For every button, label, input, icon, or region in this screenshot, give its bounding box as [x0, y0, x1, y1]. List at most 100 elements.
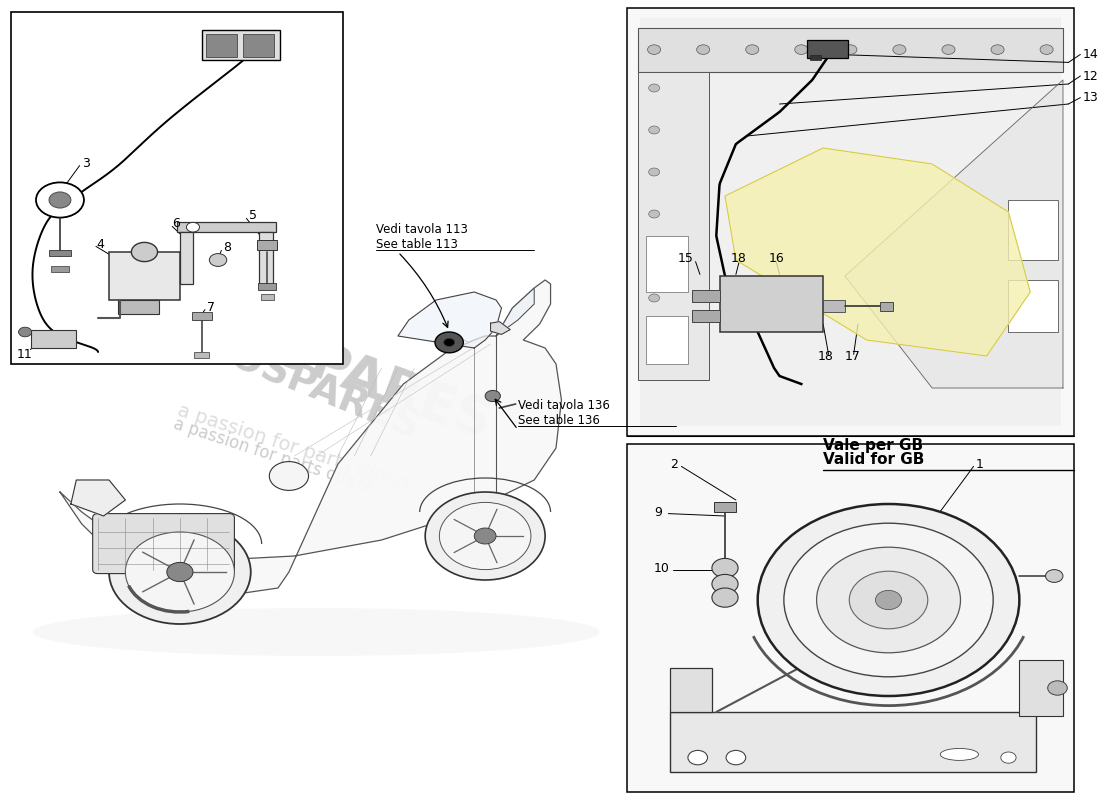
Circle shape: [712, 558, 738, 578]
Bar: [109, 252, 180, 300]
Circle shape: [50, 192, 70, 208]
Polygon shape: [60, 280, 561, 594]
Bar: [692, 290, 719, 302]
Circle shape: [649, 252, 660, 260]
Bar: [31, 330, 76, 348]
Text: Valid for GB: Valid for GB: [823, 453, 924, 467]
Bar: [1009, 280, 1057, 332]
Bar: [647, 316, 688, 364]
Bar: [206, 34, 236, 57]
Circle shape: [439, 502, 531, 570]
Circle shape: [36, 182, 84, 218]
Text: 7: 7: [207, 302, 216, 314]
Polygon shape: [398, 292, 502, 348]
Text: 8: 8: [223, 242, 231, 254]
Wedge shape: [125, 532, 234, 612]
Circle shape: [209, 254, 227, 266]
Bar: [719, 276, 823, 332]
Text: 11: 11: [16, 348, 32, 361]
Circle shape: [426, 492, 546, 580]
Bar: [191, 312, 211, 320]
Circle shape: [712, 588, 738, 607]
Circle shape: [109, 520, 251, 624]
Text: 9: 9: [654, 506, 662, 518]
Bar: [201, 30, 280, 60]
Bar: [638, 72, 708, 380]
Polygon shape: [496, 288, 535, 336]
Bar: [243, 34, 274, 57]
Circle shape: [893, 45, 906, 54]
Text: Vedi tavola 113: Vedi tavola 113: [376, 223, 468, 236]
Circle shape: [1045, 570, 1063, 582]
Text: 15: 15: [678, 252, 694, 265]
Circle shape: [712, 574, 738, 594]
Bar: [714, 502, 736, 512]
Bar: [880, 302, 893, 311]
Text: 2: 2: [671, 458, 679, 470]
Text: 6: 6: [173, 218, 180, 230]
Circle shape: [991, 45, 1004, 54]
Text: 16: 16: [769, 252, 784, 265]
Bar: [671, 668, 712, 712]
Circle shape: [443, 338, 454, 346]
Circle shape: [726, 750, 746, 765]
Text: 18: 18: [730, 252, 746, 265]
Circle shape: [1041, 45, 1053, 54]
Bar: [180, 232, 192, 284]
Circle shape: [696, 45, 710, 54]
Circle shape: [784, 523, 993, 677]
Circle shape: [649, 294, 660, 302]
Text: Vedi tavola 136: Vedi tavola 136: [518, 399, 609, 412]
Circle shape: [19, 327, 32, 337]
Circle shape: [795, 45, 807, 54]
Circle shape: [849, 571, 927, 629]
Text: 13: 13: [1082, 91, 1098, 104]
Text: 3: 3: [81, 158, 89, 170]
Bar: [627, 8, 1074, 436]
Wedge shape: [439, 502, 531, 570]
Text: 5: 5: [249, 210, 256, 222]
Bar: [1020, 660, 1063, 716]
Text: See table 113: See table 113: [376, 238, 458, 250]
Circle shape: [876, 590, 902, 610]
Bar: [261, 294, 274, 300]
Bar: [50, 250, 70, 256]
Text: EUROSPARES: EUROSPARES: [112, 269, 498, 451]
Ellipse shape: [940, 749, 979, 760]
Circle shape: [688, 750, 707, 765]
Circle shape: [1047, 681, 1067, 695]
Bar: [1009, 200, 1057, 260]
Circle shape: [746, 45, 759, 54]
Circle shape: [125, 532, 234, 612]
Bar: [647, 236, 688, 292]
Circle shape: [844, 45, 857, 54]
Bar: [638, 28, 1063, 72]
Bar: [258, 283, 276, 290]
Bar: [810, 55, 821, 60]
Polygon shape: [845, 80, 1063, 388]
Text: See table 136: See table 136: [518, 414, 600, 426]
Polygon shape: [491, 322, 510, 334]
Circle shape: [434, 332, 463, 353]
Text: 12: 12: [1082, 70, 1098, 82]
Text: 4: 4: [96, 238, 103, 250]
Circle shape: [131, 242, 157, 262]
Circle shape: [758, 504, 1020, 696]
Bar: [177, 222, 276, 232]
Text: EUROSPARES: EUROSPARES: [142, 304, 425, 448]
Polygon shape: [70, 480, 125, 516]
Bar: [260, 232, 273, 284]
FancyBboxPatch shape: [92, 514, 234, 574]
Circle shape: [648, 45, 661, 54]
Circle shape: [186, 222, 199, 232]
Text: 18: 18: [817, 350, 834, 362]
Circle shape: [649, 84, 660, 92]
Circle shape: [816, 547, 960, 653]
Text: 10: 10: [654, 562, 670, 574]
Text: a passion for parts direct: a passion for parts direct: [175, 402, 414, 494]
Circle shape: [649, 168, 660, 176]
Text: a passion for parts direct: a passion for parts direct: [170, 415, 374, 497]
Circle shape: [167, 562, 192, 582]
Circle shape: [474, 528, 496, 544]
Text: Vale per GB: Vale per GB: [823, 438, 923, 453]
